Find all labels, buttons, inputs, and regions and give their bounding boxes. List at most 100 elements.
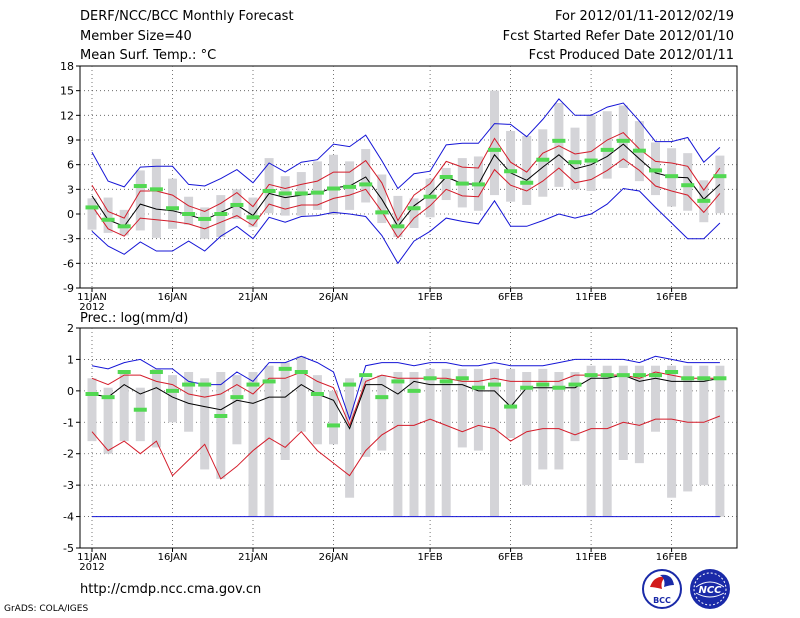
y-tick-label: 3 — [67, 183, 74, 196]
range-bar — [329, 390, 338, 445]
y-tick-label: -3 — [63, 479, 74, 492]
range-bar — [570, 127, 580, 190]
range-bar — [119, 209, 129, 236]
range-bar — [296, 356, 306, 432]
range-bar — [634, 365, 644, 464]
started-date: Fcst Started Refer Date 2012/01/10 — [502, 29, 734, 44]
range-bar — [135, 170, 145, 231]
range-bar — [554, 372, 564, 470]
median-marker — [536, 157, 550, 162]
range-bar — [506, 130, 516, 202]
median-marker — [568, 382, 582, 387]
range-bar — [602, 111, 612, 179]
median-marker — [327, 423, 340, 428]
range-bar — [103, 387, 113, 454]
median-marker — [198, 216, 212, 221]
median-marker — [85, 392, 99, 396]
median-marker — [101, 395, 115, 400]
variable-label: Mean Surf. Temp.: °C — [80, 48, 217, 63]
x-tick-label: 11FEB — [575, 292, 607, 303]
median-marker — [649, 168, 662, 173]
range-bar — [715, 365, 725, 517]
median-marker — [133, 184, 147, 189]
series-line-lower — [91, 158, 721, 239]
range-bar — [473, 368, 483, 451]
median-marker — [584, 373, 598, 378]
member-size: Member Size=40 — [80, 29, 192, 44]
range-bar — [135, 387, 145, 442]
median-marker — [488, 382, 501, 387]
range-bar — [248, 197, 258, 228]
median-marker — [198, 382, 212, 387]
y-tick-label: 18 — [60, 60, 74, 73]
range-bar — [168, 178, 177, 229]
range-bar — [393, 195, 403, 238]
median-marker — [375, 395, 389, 400]
range-bar — [377, 375, 387, 451]
median-marker — [117, 370, 131, 374]
range-bar — [312, 375, 322, 445]
median-marker — [343, 184, 357, 189]
range-bar — [87, 378, 97, 442]
x-tick-label: 1FEB — [417, 552, 442, 563]
median-marker — [101, 217, 115, 222]
plot-frame — [79, 65, 738, 289]
range-bar — [538, 129, 548, 197]
median-marker — [697, 376, 711, 381]
range-bar — [119, 372, 129, 442]
median-marker — [407, 206, 421, 211]
range-bar — [151, 158, 161, 238]
range-bar — [184, 372, 194, 432]
x-tick-label: 26JAN — [319, 292, 349, 303]
range-bar — [409, 372, 419, 517]
median-marker — [504, 404, 518, 409]
x-tick-year-label: 2012 — [79, 562, 104, 573]
median-marker — [359, 373, 373, 378]
median-marker — [214, 414, 228, 418]
range-bar — [667, 365, 677, 498]
y-tick-label: -2 — [63, 448, 74, 461]
range-bar — [103, 197, 113, 233]
range-bar — [312, 161, 322, 210]
x-tick-label: 11JAN — [77, 552, 107, 563]
median-marker — [85, 205, 99, 210]
series-line-min — [91, 187, 721, 265]
median-marker — [327, 186, 340, 191]
y-tick-label: 6 — [67, 159, 74, 172]
y-tick-label: -9 — [63, 282, 74, 295]
range-bar — [618, 365, 628, 460]
median-marker — [632, 148, 646, 153]
median-marker — [149, 370, 163, 374]
range-bar — [490, 90, 499, 196]
range-bar — [280, 362, 290, 460]
y-tick-label: 12 — [60, 109, 74, 122]
x-tick-label: 6FEB — [498, 292, 523, 303]
median-marker — [182, 382, 196, 387]
x-tick-label: 6FEB — [498, 552, 523, 563]
ncc-logo: NCC — [690, 569, 730, 609]
y-tick-label: 0 — [67, 385, 74, 398]
forecast-period: For 2012/01/11-2012/02/19 — [555, 9, 734, 24]
produced-date: Fcst Produced Date 2012/01/11 — [528, 48, 734, 63]
website-url[interactable]: http://cmdp.ncc.cma.gov.cn — [80, 582, 262, 597]
median-marker — [455, 181, 469, 186]
median-marker — [375, 210, 389, 215]
range-bar — [457, 368, 467, 448]
range-bar — [586, 365, 596, 517]
median-marker — [423, 376, 437, 381]
y-tick-label: 2 — [67, 322, 74, 335]
range-bar — [683, 153, 693, 211]
y-tick-label: 15 — [60, 85, 74, 98]
median-marker — [713, 174, 727, 179]
series-line-lower — [91, 415, 721, 480]
x-tick-label: 16FEB — [656, 552, 688, 563]
median-marker — [488, 147, 501, 152]
median-marker — [455, 376, 469, 381]
median-marker — [166, 388, 179, 393]
median-marker — [616, 373, 630, 378]
ncc-logo-text: NCC — [698, 585, 722, 596]
range-bar — [618, 105, 628, 168]
median-marker — [632, 373, 646, 378]
range-bar — [280, 176, 290, 216]
